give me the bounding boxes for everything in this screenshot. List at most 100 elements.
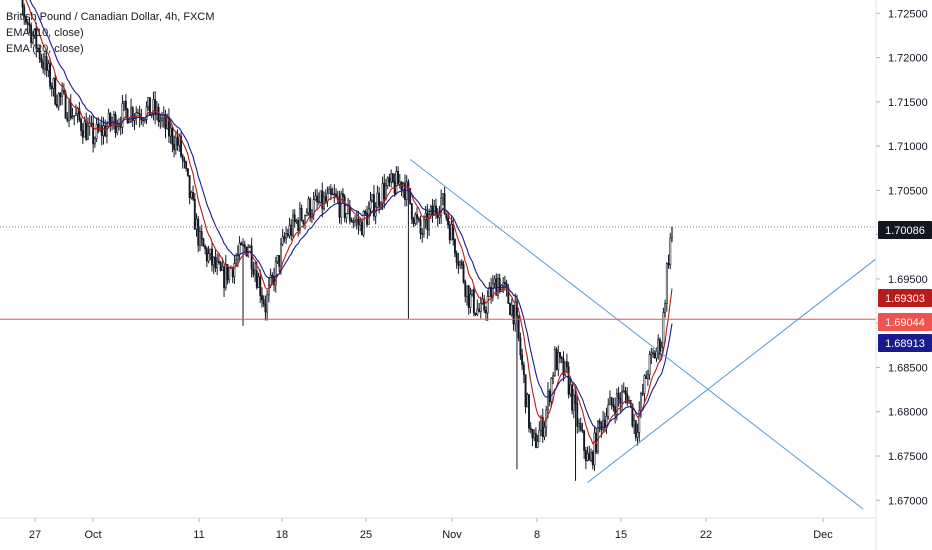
price-badge-bg (878, 313, 932, 331)
candle-body (38, 48, 41, 60)
candle (317, 192, 320, 206)
candle (615, 388, 618, 421)
candle-body (645, 375, 648, 379)
candle-body (664, 303, 667, 313)
candle (261, 287, 263, 308)
candle (541, 408, 544, 443)
candle (533, 429, 536, 442)
candle (398, 173, 401, 189)
candle (307, 196, 310, 216)
candle-body (509, 303, 512, 316)
candle-body (414, 214, 417, 224)
candle (136, 108, 139, 115)
candle-body (130, 107, 132, 122)
candle (207, 245, 210, 264)
trend-lines[interactable] (409, 158, 876, 510)
candle-body (650, 352, 653, 355)
candle (367, 201, 370, 225)
candle-body (104, 125, 107, 137)
candle (111, 116, 114, 131)
candle (369, 191, 372, 217)
candle (81, 123, 84, 144)
candle-body (643, 375, 646, 395)
candle-body (295, 220, 298, 223)
candle-body (576, 403, 579, 427)
candle-body (259, 276, 262, 296)
candle-body (68, 102, 70, 121)
horizontal-lines[interactable] (0, 226, 876, 320)
candle-body (467, 285, 470, 308)
candle-body (285, 233, 288, 240)
candle (448, 220, 451, 244)
candle-body (274, 261, 277, 286)
candle-body (329, 188, 332, 195)
candle-body (409, 188, 412, 204)
candle-body (355, 218, 358, 221)
candle-body (238, 242, 241, 255)
ascending-trendline (587, 259, 876, 483)
candle-body (381, 182, 384, 205)
candle (612, 397, 615, 412)
candle-body (233, 262, 236, 278)
candle-body (426, 212, 429, 231)
price-badge-bg (878, 221, 932, 239)
candle-body (469, 293, 472, 308)
candle-body (571, 384, 574, 411)
candle (555, 347, 558, 371)
chart-legend[interactable]: British Pound / Canadian Dollar, 4h, FXC… (6, 9, 215, 57)
candle-body (600, 422, 603, 430)
candle-body (593, 432, 596, 466)
candle-body (212, 256, 215, 266)
candle-body (314, 195, 317, 200)
candle (484, 306, 487, 321)
candle (610, 397, 613, 410)
candle-body (316, 195, 319, 203)
descending-trendline (409, 158, 864, 510)
candle (378, 187, 381, 214)
candle (226, 264, 229, 285)
candle (472, 286, 475, 317)
candle (157, 103, 160, 127)
candle (321, 182, 324, 218)
candle (354, 215, 356, 227)
candle (204, 244, 207, 255)
legend-ema-10[interactable]: EMA (10, close) (6, 27, 84, 39)
candle (507, 284, 510, 304)
candle (167, 108, 170, 144)
candle-body (528, 394, 530, 429)
candle-body (667, 263, 670, 266)
candle (90, 115, 93, 128)
legend-ema-20[interactable]: EMA (20, close) (6, 43, 84, 55)
candle (267, 277, 270, 303)
candle (181, 153, 184, 169)
candle-body (176, 137, 179, 146)
candle-body (45, 56, 48, 71)
candle (283, 232, 286, 243)
candle (581, 422, 584, 434)
candle-body (350, 220, 353, 223)
candle-body (78, 108, 81, 120)
candle-body (524, 374, 527, 408)
candle (176, 129, 179, 151)
candle (557, 345, 560, 377)
candle-body (85, 121, 88, 140)
candle (121, 94, 124, 134)
candle-body (54, 78, 57, 105)
x-tick-label: 15 (615, 529, 627, 541)
candle-body (388, 177, 391, 183)
candle-body (164, 114, 167, 130)
candle (38, 44, 41, 64)
candle (514, 293, 517, 332)
candle-body (383, 182, 386, 200)
candle (124, 94, 127, 119)
candle-body (214, 256, 217, 269)
candle (85, 112, 88, 141)
candle-body (205, 248, 208, 262)
candle (340, 190, 343, 225)
candle (245, 246, 248, 257)
candle (107, 108, 110, 129)
candle-body (136, 112, 139, 114)
candle-body (188, 175, 191, 198)
candle (43, 50, 46, 76)
